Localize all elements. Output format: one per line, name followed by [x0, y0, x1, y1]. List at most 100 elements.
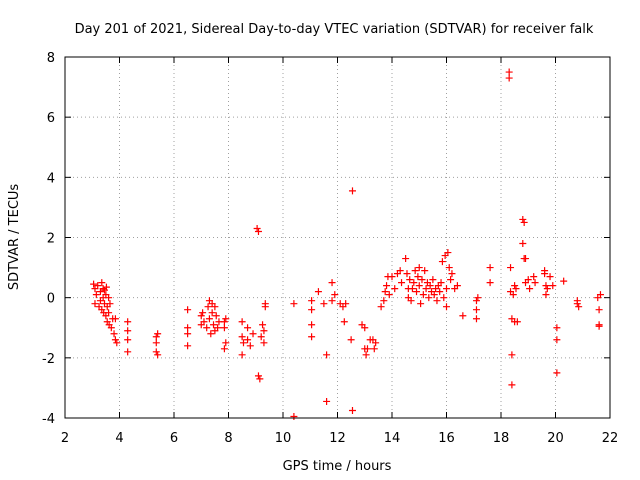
y-tick-label: -4: [42, 412, 55, 427]
data-point: [553, 336, 561, 344]
data-point: [447, 276, 455, 284]
data-point: [519, 240, 527, 248]
data-point: [261, 300, 269, 308]
data-point: [361, 324, 369, 332]
data-point: [520, 218, 528, 226]
data-point: [197, 312, 205, 320]
data-point: [256, 375, 264, 383]
data-point: [347, 336, 355, 344]
data-point: [331, 291, 339, 299]
data-point: [94, 282, 102, 290]
data-point: [152, 333, 160, 341]
data-point: [398, 279, 406, 287]
y-tick-label: 0: [47, 292, 55, 307]
data-point: [383, 282, 391, 290]
data-point: [381, 288, 389, 296]
data-point: [370, 345, 378, 353]
data-point: [320, 300, 328, 308]
data-point: [486, 279, 494, 287]
y-tick-label: 8: [47, 51, 55, 66]
data-point: [205, 315, 213, 323]
y-tick-label: -2: [42, 352, 55, 367]
data-point: [184, 330, 192, 338]
data-point: [363, 345, 371, 353]
data-point: [542, 291, 550, 299]
data-point: [417, 300, 425, 308]
y-tick-label: 4: [47, 171, 55, 186]
data-point: [453, 282, 461, 290]
data-point: [596, 291, 604, 299]
data-point: [290, 300, 298, 308]
data-point: [111, 315, 119, 323]
data-point: [530, 273, 538, 281]
data-point: [410, 279, 418, 287]
y-tick-label: 6: [47, 111, 55, 126]
data-point: [505, 68, 513, 76]
data-point: [124, 348, 132, 356]
x-tick-label: 10: [275, 431, 292, 446]
data-point: [595, 322, 603, 330]
data-point: [220, 318, 228, 326]
data-point: [107, 324, 115, 332]
data-point: [372, 339, 380, 347]
data-point: [403, 270, 411, 278]
data-point: [92, 291, 100, 299]
data-point: [184, 342, 192, 350]
data-point: [362, 351, 370, 359]
chart-title: Day 201 of 2021, Sidereal Day-to-day VTE…: [75, 22, 594, 37]
data-point: [124, 318, 132, 326]
x-tick-label: 16: [438, 431, 455, 446]
data-point: [152, 348, 160, 356]
data-point: [388, 273, 396, 281]
data-point: [422, 285, 430, 293]
data-point: [408, 285, 416, 293]
data-point: [445, 264, 453, 272]
data-point: [253, 224, 261, 232]
data-point: [425, 294, 433, 302]
data-point: [254, 227, 262, 235]
data-point: [239, 339, 247, 347]
x-tick-label: 4: [115, 431, 123, 446]
data-point: [377, 303, 385, 311]
data-point: [210, 321, 218, 329]
data-point: [323, 397, 331, 405]
data-point: [200, 318, 208, 326]
data-point: [244, 336, 252, 344]
data-point: [433, 297, 441, 305]
data-point: [259, 321, 267, 329]
data-point: [113, 339, 121, 347]
data-point: [348, 187, 356, 195]
data-point: [220, 324, 228, 332]
data-point: [411, 267, 419, 275]
data-point: [438, 258, 446, 266]
data-point: [208, 309, 216, 317]
data-point: [214, 324, 222, 332]
data-point: [459, 312, 467, 320]
data-point: [526, 285, 534, 293]
data-point: [418, 276, 426, 284]
data-point: [91, 300, 99, 308]
data-point: [429, 276, 437, 284]
data-point: [342, 300, 350, 308]
data-point: [110, 330, 118, 338]
data-point: [207, 330, 215, 338]
data-point: [524, 276, 532, 284]
data-point: [522, 255, 530, 263]
y-axis-label: SDTVAR / TECUs: [7, 184, 22, 291]
data-point: [396, 267, 404, 275]
data-point: [474, 294, 482, 302]
data-point: [220, 345, 228, 353]
data-point: [340, 318, 348, 326]
data-points: [90, 68, 604, 420]
data-point: [513, 318, 521, 326]
data-point: [421, 267, 429, 275]
data-point: [308, 297, 316, 305]
x-tick-label: 20: [547, 431, 564, 446]
data-point: [472, 306, 480, 314]
data-point: [102, 283, 110, 291]
data-point: [154, 351, 162, 359]
data-point: [472, 297, 480, 305]
data-point: [111, 336, 119, 344]
axis-ticks: 2 4 6 8 10 12 14 16 18 20 22 -4 -2 0 2 4 6 8: [42, 51, 618, 446]
